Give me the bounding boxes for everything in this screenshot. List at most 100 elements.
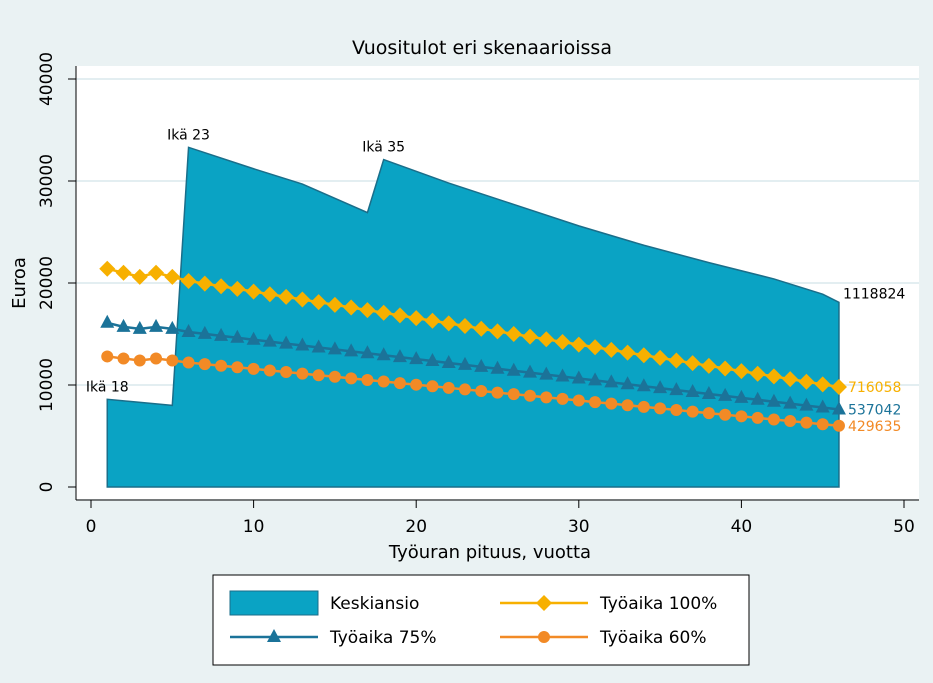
marker [458,383,471,396]
marker [408,310,425,327]
y-tick-label: 0 [37,482,57,493]
marker [310,294,327,311]
marker [589,396,602,409]
marker [131,268,148,285]
marker [686,405,699,418]
marker [474,358,489,372]
legend-label: Työaika 60% [599,628,707,648]
marker [473,320,490,337]
marker [653,380,668,394]
marker [294,291,311,308]
marker [719,408,732,421]
y-tick-label: 20000 [37,256,57,310]
marker [101,350,114,363]
marker [116,318,131,332]
marker [133,354,146,367]
marker [361,373,374,386]
marker [440,315,457,332]
end-label: 1118824 [843,286,905,302]
end-label: 537042 [848,402,901,418]
marker [180,272,197,289]
marker [506,362,521,376]
marker [540,391,553,404]
marker [766,393,781,407]
marker [278,288,295,305]
marker [311,339,326,353]
marker [733,363,750,380]
marker [279,335,294,349]
marker [100,314,115,328]
marker [377,375,390,388]
marker [765,368,782,385]
marker [571,370,586,384]
marker [280,366,293,379]
marker [344,343,359,357]
marker [784,415,797,428]
marker [570,336,587,353]
marker [538,331,555,348]
marker [296,367,309,380]
marker [684,355,701,372]
marker [410,378,423,391]
marker [457,356,472,370]
marker [652,349,669,366]
marker [475,385,488,398]
marker [588,372,603,386]
marker [229,280,246,297]
marker [230,329,245,343]
marker [587,339,604,356]
area [106,146,840,488]
marker [424,312,441,329]
marker [783,395,798,409]
marker [196,275,213,292]
marker [392,349,407,363]
marker [522,328,539,345]
marker [832,419,845,432]
legend-label: Työaika 100% [599,594,717,614]
marker [262,333,277,347]
marker [621,399,634,412]
y-tick-label: 10000 [37,358,57,412]
marker [717,360,734,377]
marker [148,264,165,281]
legend-swatch [229,590,319,616]
x-tick-label: 20 [405,517,427,537]
annotation: Ikä 18 [86,379,129,395]
x-tick-label: 10 [243,517,265,537]
marker [604,374,619,388]
legend-marker [267,629,281,642]
marker [115,264,132,281]
marker [637,400,650,413]
legend-label: Työaika 75% [329,628,437,648]
marker [166,354,179,367]
marker [619,344,636,361]
marker [831,401,846,415]
marker [524,389,537,402]
marker [635,347,652,364]
marker [798,373,815,390]
x-tick-label: 30 [568,517,590,537]
marker [701,385,716,399]
y-tick-label: 30000 [37,154,57,208]
marker [620,376,635,390]
marker [718,387,733,401]
marker [99,260,116,277]
line [106,267,840,389]
marker [830,379,847,396]
marker [814,376,831,393]
legend [212,574,750,666]
marker [328,370,341,383]
x-tick-label: 40 [731,517,753,537]
marker [263,364,276,377]
marker [261,286,278,303]
marker [197,325,212,339]
marker [295,337,310,351]
marker [816,418,829,431]
marker [670,403,683,416]
line [106,321,840,411]
marker [149,318,164,332]
marker [734,389,749,403]
marker [213,278,230,295]
marker [669,382,684,396]
